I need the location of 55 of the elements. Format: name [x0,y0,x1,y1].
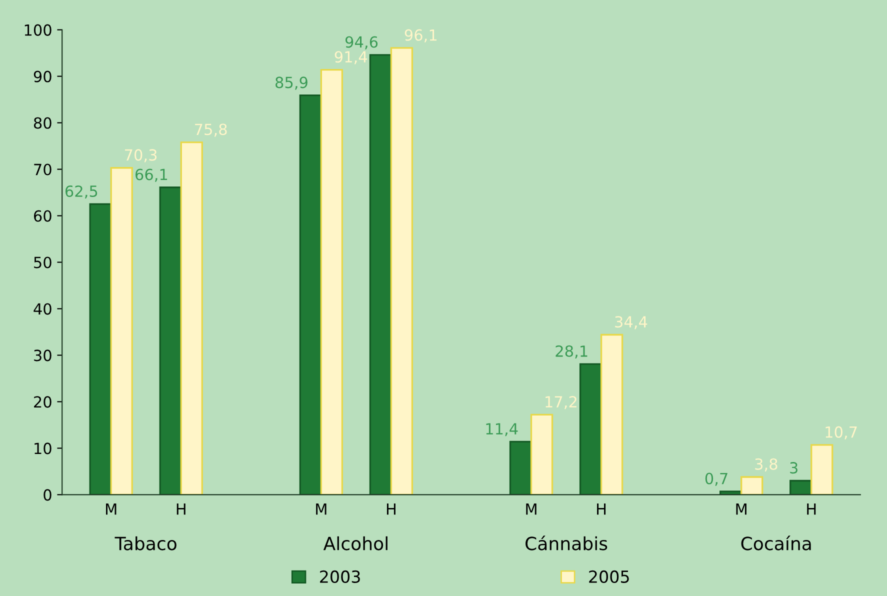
x-tick-label: H [176,503,186,515]
data-label: 91,4 [334,51,368,64]
bar [579,363,602,495]
bar [810,444,834,495]
y-tick-label: 30 [34,350,52,362]
bar [299,94,322,495]
y-tick-label: 70 [34,164,52,176]
bar [530,414,554,495]
y-tick-label: 80 [34,117,52,129]
data-label: 85,9 [276,76,308,90]
data-label: 0,7 [705,472,728,486]
text: Alcohol [323,536,388,550]
data-label: 62,5 [65,185,98,199]
bar [369,54,392,495]
x-tick-label: M [106,503,116,515]
bar [509,440,532,495]
x-tick-label: H [597,503,606,515]
y-tick-label: 0 [44,489,52,501]
x-tick-label: M [316,503,326,515]
x-tick-label: M [736,503,746,515]
y-tick-label: 40 [34,303,52,315]
data-label: 3,8 [755,458,778,472]
data-label: 94,6 [345,36,378,50]
data-label: 34,4 [615,316,648,330]
bar [600,334,624,495]
bar [159,186,182,495]
data-label: 10,7 [826,426,857,440]
data-label: 70,3 [125,149,157,162]
x-tick-label: M [526,503,536,515]
data-label: 96,1 [404,29,436,42]
text: Tabaco [114,536,176,550]
bar [320,68,344,495]
data-label: 75,8 [195,124,227,137]
data-label: 11,4 [486,423,518,436]
text: Cocaína [741,536,811,550]
bar [390,47,414,495]
y-tick-label: 90 [34,70,52,82]
bar [740,476,764,495]
text: Cánnabis [526,536,608,550]
legend-label: 2005 [589,570,629,584]
x-tick-label: H [807,503,816,515]
y-tick-label: 50 [34,256,52,268]
y-tick-label: 100 [24,24,52,36]
legend-label: 2003 [320,570,360,584]
x-tick-label: H [386,503,396,515]
bar [110,167,133,495]
data-label: 3 [790,462,798,474]
data-label: 66,1 [136,168,168,182]
y-tick-label: 20 [34,396,52,408]
data-label: 17,2 [546,396,576,410]
bar [180,141,203,495]
y-tick-label: 60 [34,210,52,222]
data-label: 28,1 [556,345,588,358]
bar [89,203,112,495]
y-tick-label: 10 [34,442,52,454]
